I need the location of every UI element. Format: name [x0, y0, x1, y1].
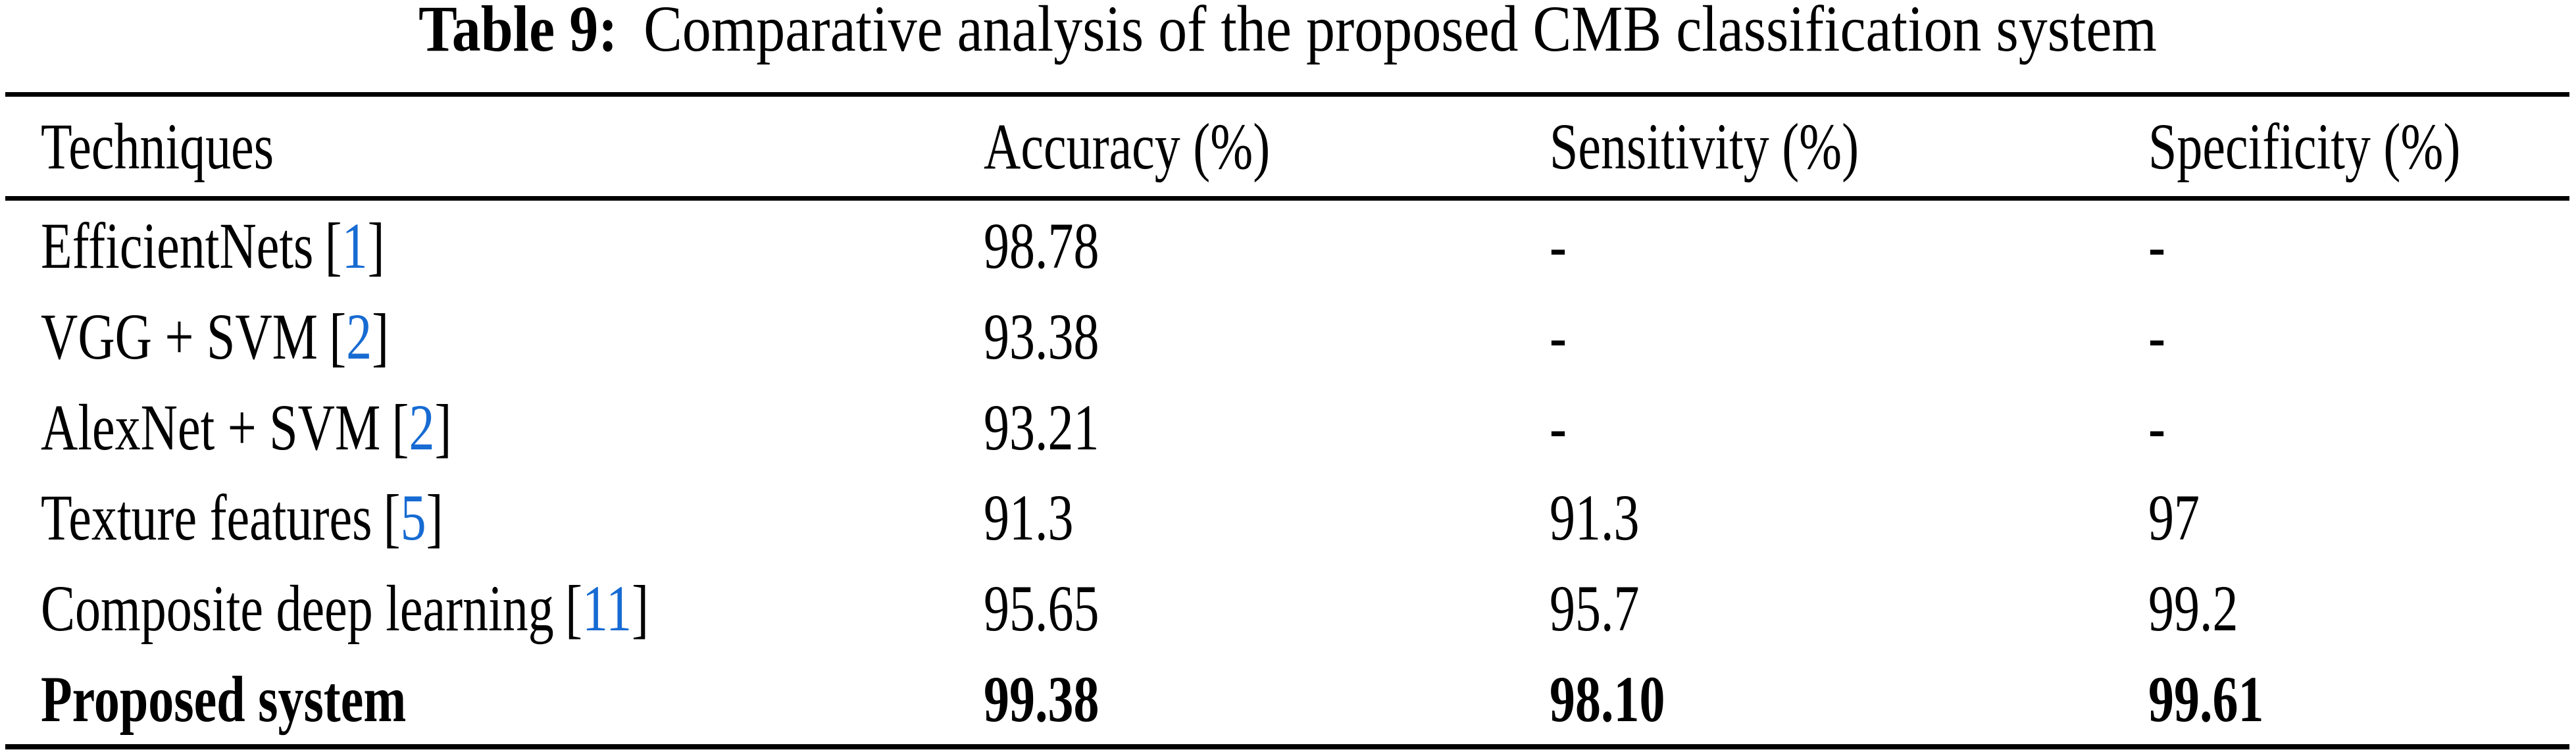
accuracy-value: 93.21 [984, 390, 1099, 464]
technique-name: VGG + SVM [41, 299, 318, 373]
sensitivity-value: 95.7 [1550, 571, 1640, 645]
table-body: EfficientNets [1] 98.78 - - VGG + SVM [2] … [0, 201, 2576, 744]
citation-bracket-close: ] [434, 390, 452, 464]
accuracy-value: 95.65 [984, 571, 1099, 645]
technique-name: Composite deep learning [41, 571, 554, 645]
technique-cell: Proposed system [41, 661, 984, 737]
technique-cell: Texture features [5] [41, 480, 984, 555]
table-row: EfficientNets [1] 98.78 - - [0, 201, 2576, 291]
technique-name: EfficientNets [41, 209, 314, 283]
citation: [2] [391, 391, 451, 464]
citation-link[interactable]: 2 [346, 299, 372, 373]
sensitivity-value: 91.3 [1550, 481, 1640, 555]
specificity-value: 99.61 [2148, 662, 2264, 736]
column-header-specificity: Specificity (%) [2148, 110, 2461, 183]
specificity-value: 97 [2148, 481, 2200, 555]
accuracy-value: 93.38 [984, 299, 1099, 373]
citation-bracket-close: ] [372, 299, 390, 373]
table-row: Composite deep learning [11] 95.65 95.7 9… [0, 563, 2576, 654]
citation: [5] [384, 481, 443, 554]
table-header-row: Techniques Accuracy (%) Sensitivity (%) … [0, 97, 2576, 196]
table-row-proposed: Proposed system 99.38 98.10 99.61 [0, 653, 2576, 744]
table-header-rule [5, 196, 2569, 201]
technique-cell: Composite deep learning [11] [41, 570, 984, 646]
citation: [11] [565, 572, 649, 645]
citation-bracket-open: [ [324, 209, 342, 283]
accuracy-value: 91.3 [984, 481, 1074, 555]
citation-link[interactable]: 2 [409, 390, 435, 464]
technique-cell: AlexNet + SVM [2] [41, 390, 984, 465]
technique-name: Proposed system [41, 662, 407, 736]
citation-link[interactable]: 5 [400, 481, 426, 555]
citation-bracket-open: [ [565, 571, 582, 645]
citation-bracket-open: [ [391, 390, 409, 464]
accuracy-value: 98.78 [984, 209, 1099, 283]
citation: [1] [325, 209, 385, 282]
sensitivity-value: 98.10 [1550, 662, 1665, 736]
column-header-accuracy: Accuracy (%) [984, 110, 1271, 183]
table-caption-label: Table 9: [418, 0, 618, 65]
technique-name: AlexNet + SVM [41, 390, 381, 464]
citation-bracket-close: ] [367, 209, 385, 283]
citation: [2] [329, 300, 389, 373]
column-header-techniques: Techniques [41, 110, 274, 183]
specificity-value: - [2148, 299, 2165, 373]
citation-bracket-open: [ [383, 481, 401, 555]
sensitivity-value: - [1550, 390, 1567, 464]
technique-cell: VGG + SVM [2] [41, 299, 984, 374]
table-caption: Table 9: Comparative analysis of the prop… [0, 0, 2576, 68]
column-header-sensitivity: Sensitivity (%) [1550, 110, 1859, 183]
technique-name: Texture features [41, 481, 372, 555]
table-row: Texture features [5] 91.3 91.3 97 [0, 472, 2576, 563]
sensitivity-value: - [1550, 209, 1567, 283]
technique-cell: EfficientNets [1] [41, 208, 984, 284]
citation-bracket-close: ] [426, 481, 443, 555]
citation-bracket-close: ] [632, 571, 649, 645]
citation-link[interactable]: 11 [582, 571, 632, 645]
table-bottom-rule [5, 744, 2569, 749]
specificity-value: 99.2 [2148, 571, 2238, 645]
table-top-rule [5, 92, 2569, 97]
specificity-value: - [2148, 390, 2165, 464]
accuracy-value: 99.38 [984, 662, 1099, 736]
table-caption-text: Comparative analysis of the proposed CMB… [644, 0, 2158, 65]
citation-link[interactable]: 1 [341, 209, 368, 283]
citation-bracket-open: [ [329, 299, 347, 373]
specificity-value: - [2148, 209, 2165, 283]
table-row: AlexNet + SVM [2] 93.21 - - [0, 382, 2576, 472]
sensitivity-value: - [1550, 299, 1567, 373]
table-row: VGG + SVM [2] 93.38 - - [0, 291, 2576, 382]
table-caption-inner: Table 9: Comparative analysis of the prop… [419, 0, 2158, 68]
